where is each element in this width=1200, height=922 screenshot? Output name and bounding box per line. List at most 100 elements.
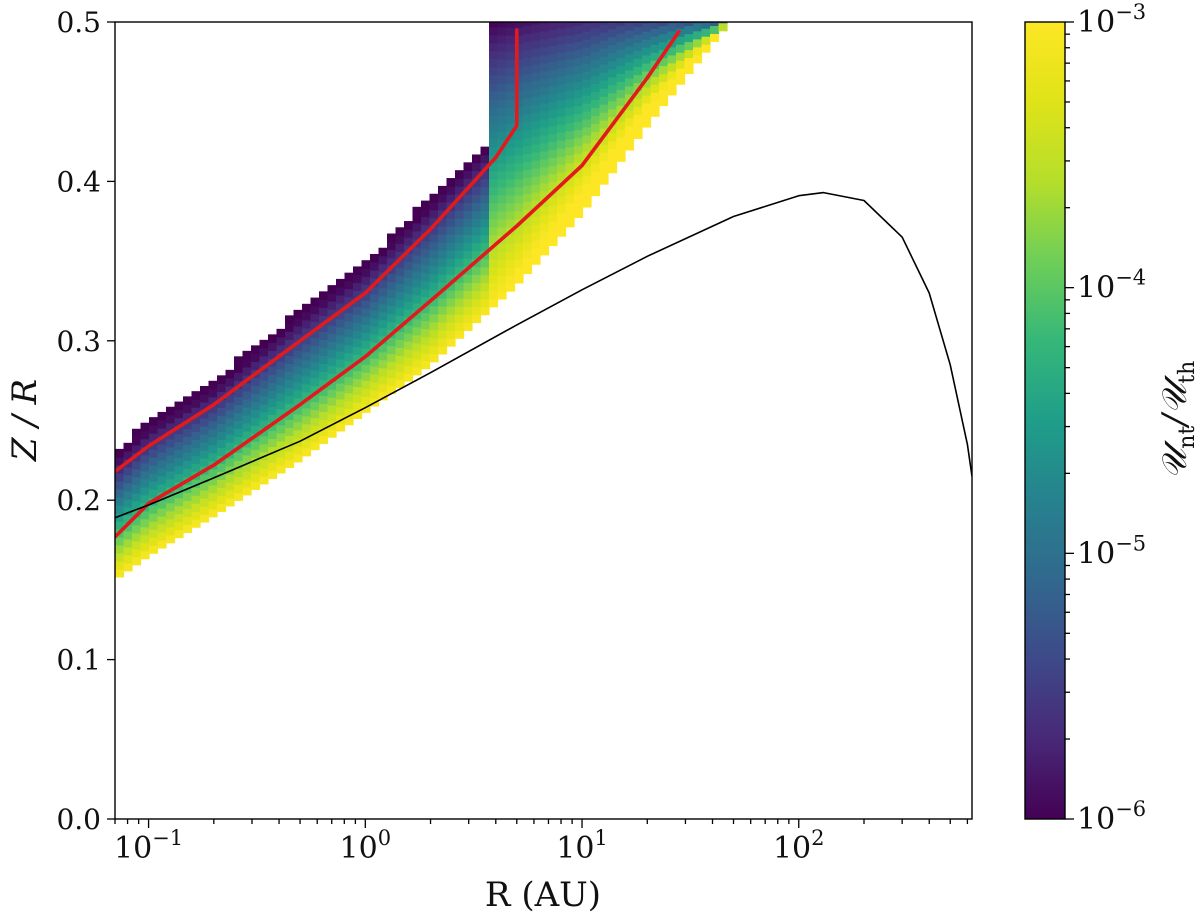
heatmap-cell <box>506 147 516 156</box>
heatmap-cell <box>489 98 499 108</box>
heatmap-cell <box>149 425 159 434</box>
heatmap-cell <box>599 168 609 177</box>
heatmap-cell <box>582 190 592 200</box>
heatmap-cell <box>540 86 550 96</box>
heatmap-cell <box>353 314 363 324</box>
heatmap-cell <box>642 46 652 56</box>
heatmap-cell <box>548 109 558 119</box>
heatmap-cell <box>548 29 558 39</box>
heatmap-cell <box>599 24 609 33</box>
heatmap-cell <box>336 422 346 432</box>
heatmap-cell <box>242 486 252 496</box>
heatmap-cell <box>514 154 524 164</box>
heatmap-cell <box>395 235 405 244</box>
heatmap-cell <box>548 141 558 151</box>
heatmap-cell <box>489 298 499 308</box>
heatmap-cell <box>463 290 473 299</box>
heatmap-cell <box>625 85 635 95</box>
heatmap-cell <box>115 544 125 554</box>
heatmap-cell <box>395 371 405 380</box>
heatmap-cell <box>565 66 575 76</box>
heatmap-cell <box>421 200 431 210</box>
heatmap-cell <box>140 510 150 520</box>
heatmap-cell <box>200 385 210 395</box>
heatmap-cell <box>251 449 261 458</box>
heatmap-cell <box>344 344 354 354</box>
heatmap-cell <box>276 328 286 338</box>
heatmap-cell <box>676 60 686 69</box>
heatmap-cell <box>540 22 550 24</box>
heatmap-cell <box>633 98 643 108</box>
heatmap-cell <box>174 433 184 443</box>
heatmap-cell <box>557 84 567 93</box>
heatmap-cell <box>506 139 516 148</box>
heatmap-cell <box>285 387 295 396</box>
heatmap-cell <box>183 468 193 477</box>
heatmap-cell <box>633 42 643 52</box>
heatmap-cell <box>667 78 677 88</box>
heatmap-cell <box>455 274 465 283</box>
heatmap-cell <box>531 120 541 129</box>
heatmap-cell <box>591 12 600 21</box>
heatmap-cell <box>149 481 159 490</box>
heatmap-cell <box>574 121 584 131</box>
heatmap-cell <box>625 93 635 103</box>
heatmap-cell <box>497 266 507 276</box>
heatmap-cell <box>174 449 184 459</box>
heatmap-cell <box>480 290 490 300</box>
heatmap-cell <box>276 352 286 362</box>
heatmap-cell <box>353 282 363 292</box>
heatmap-cell <box>225 441 235 451</box>
heatmap-cell <box>132 444 142 454</box>
heatmap-cell <box>327 325 337 334</box>
heatmap-cell <box>489 146 499 156</box>
heatmap-cell <box>404 221 414 230</box>
heatmap-cell <box>616 153 626 162</box>
heatmap-cell <box>438 321 448 331</box>
heatmap-cell <box>540 222 550 232</box>
heatmap-cell <box>378 359 388 369</box>
heatmap-cell <box>514 22 524 28</box>
heatmap-cell <box>183 524 193 533</box>
heatmap-cell <box>421 304 431 314</box>
heatmap-cell <box>565 26 575 36</box>
heatmap-cell <box>625 117 635 127</box>
heatmap-cell <box>489 186 499 196</box>
heatmap-cell <box>548 157 558 167</box>
heatmap-cell <box>574 153 584 163</box>
heatmap-cell <box>463 298 473 307</box>
heatmap-cell <box>565 42 575 52</box>
heatmap-cell <box>463 274 473 283</box>
heatmap-cell <box>353 346 363 356</box>
heatmap-cell <box>293 349 303 359</box>
heatmap-cell <box>540 174 550 184</box>
heatmap-cell <box>497 74 507 84</box>
heatmap-cell <box>497 282 507 292</box>
heatmap-cell <box>489 34 499 44</box>
heatmap-cell <box>574 177 584 187</box>
heatmap-cell <box>429 353 439 363</box>
heatmap-cell <box>506 251 516 260</box>
heatmap-cell <box>166 478 176 488</box>
heatmap-cell <box>523 57 533 67</box>
heatmap-cell <box>268 446 278 455</box>
heatmap-cell <box>361 300 371 309</box>
heatmap-cell <box>174 521 184 531</box>
heatmap-cell <box>259 475 269 485</box>
heatmap-cell <box>472 154 482 164</box>
heatmap-cell <box>523 22 533 27</box>
heatmap-cell <box>446 266 456 275</box>
heatmap-cell <box>429 345 439 355</box>
colorbar-label: 𝒰nt/𝒰th <box>1155 361 1200 480</box>
heatmap-cell <box>574 33 584 43</box>
heatmap-cell <box>268 414 278 423</box>
heatmap-cell <box>370 293 380 303</box>
heatmap-cell <box>276 432 286 442</box>
heatmap-cell <box>344 352 354 362</box>
heatmap-cell <box>166 406 176 416</box>
heatmap-cell <box>387 377 397 387</box>
heatmap-cell <box>659 81 669 91</box>
heatmap-cell <box>642 54 652 64</box>
heatmap-cell <box>149 465 159 474</box>
heatmap-cell <box>514 58 524 68</box>
